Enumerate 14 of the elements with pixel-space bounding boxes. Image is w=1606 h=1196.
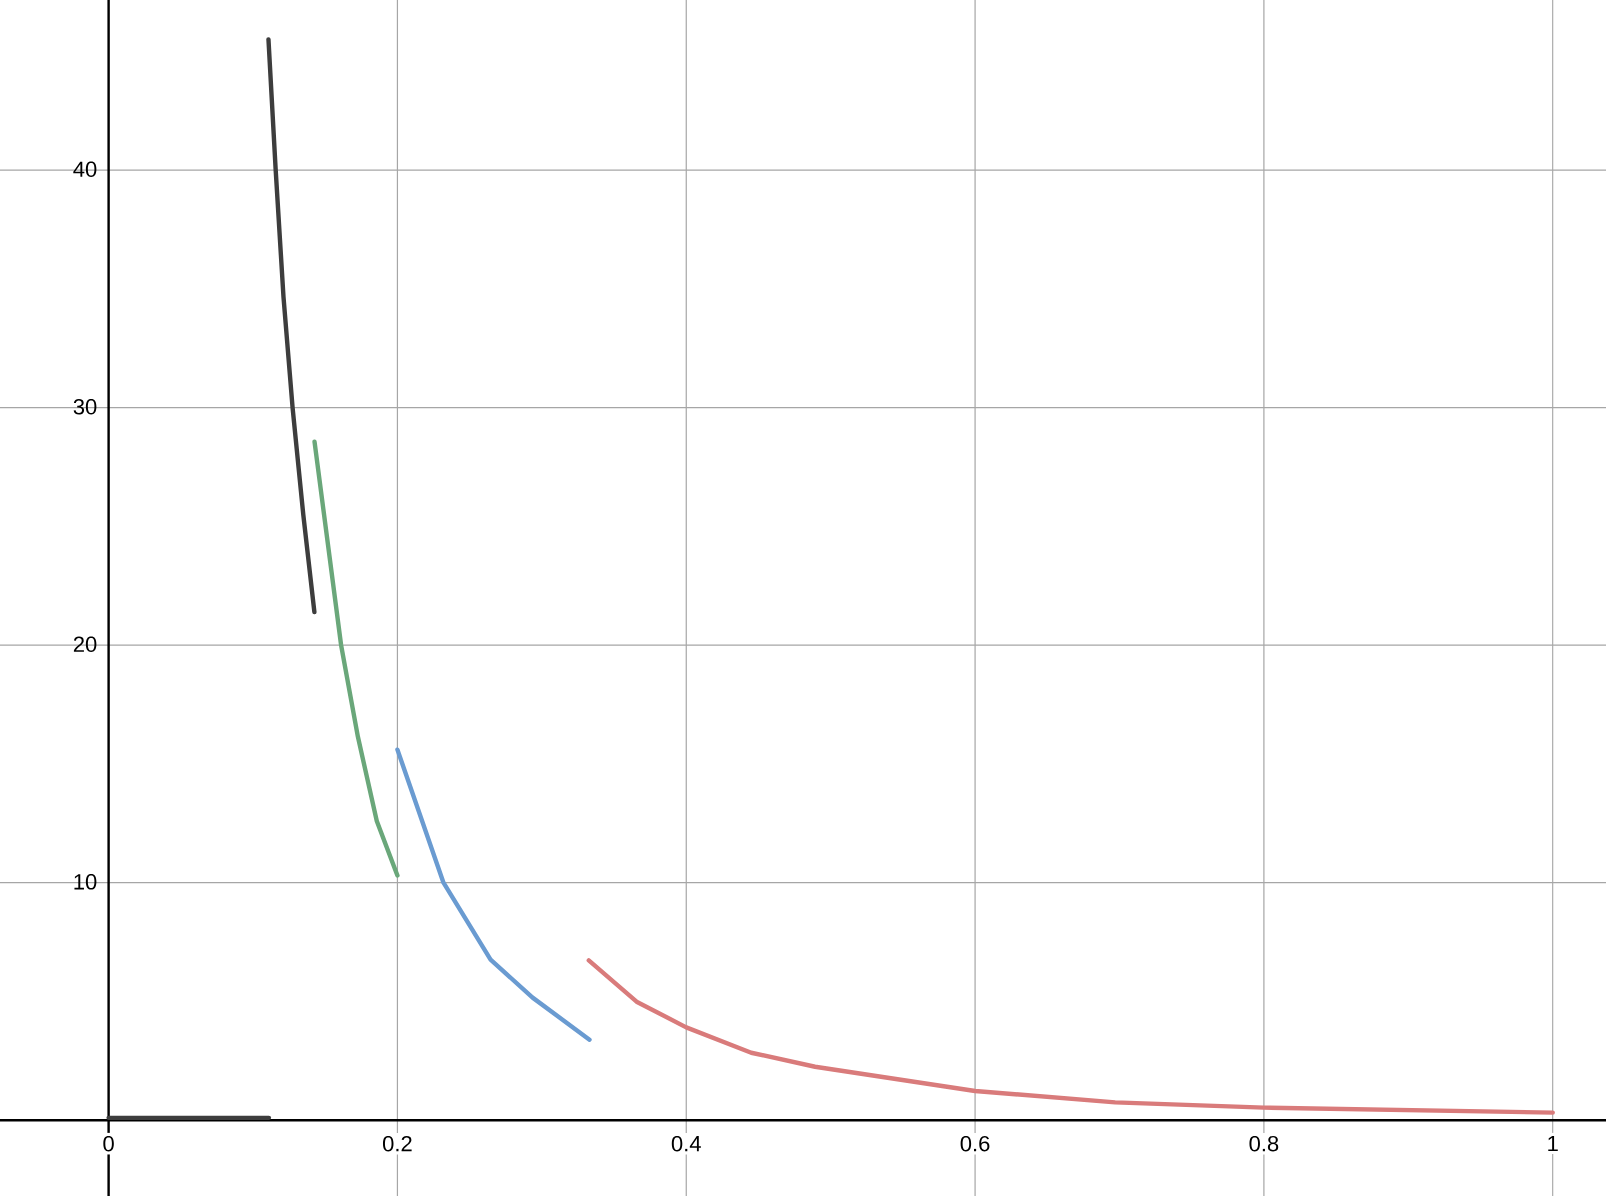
x-tick-label: 0.2: [382, 1135, 412, 1152]
line-series: [395, 747, 592, 1042]
x-tick-label: 0: [103, 1135, 114, 1152]
line-series: [312, 439, 400, 878]
x-tick-label: 0.6: [960, 1135, 990, 1152]
line-series: [586, 958, 1555, 1115]
x-tick-label: 1: [1548, 1135, 1558, 1152]
x-tick-label: 0.4: [671, 1135, 701, 1152]
y-tick-label: 30: [73, 398, 97, 415]
y-tick-label: 40: [73, 161, 97, 177]
x-tick-label: 0.8: [1249, 1135, 1279, 1152]
line-series: [266, 37, 317, 615]
y-tick-label: 10: [74, 874, 97, 890]
y-tick-label: 20: [73, 636, 97, 653]
